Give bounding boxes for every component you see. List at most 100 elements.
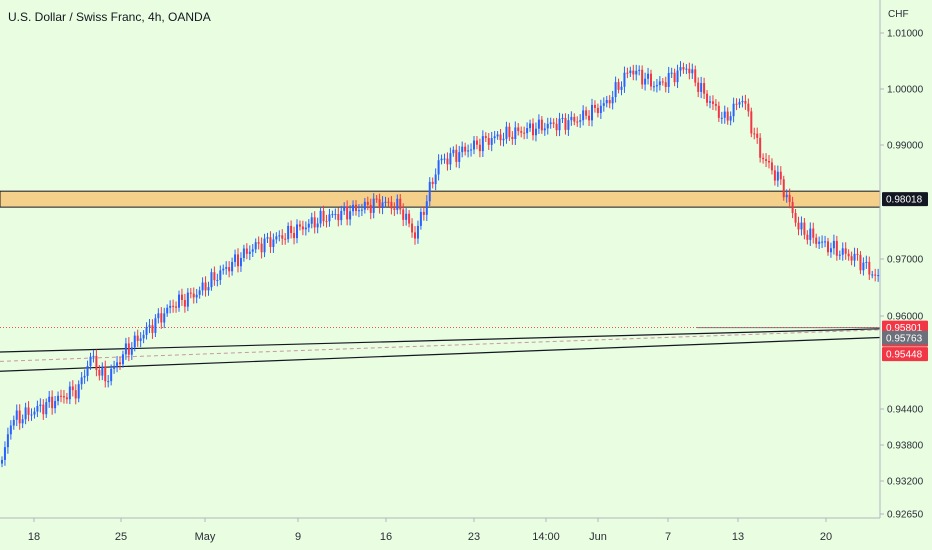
candle-body bbox=[293, 232, 296, 239]
candle-body bbox=[753, 133, 756, 135]
x-tick-label: 20 bbox=[820, 531, 832, 543]
candle-body bbox=[543, 128, 546, 131]
candle-body bbox=[585, 110, 588, 116]
candle-body bbox=[832, 240, 835, 249]
candle-body bbox=[254, 242, 257, 250]
candle-body bbox=[505, 126, 508, 139]
candle-body bbox=[549, 122, 552, 124]
candle-body bbox=[871, 274, 874, 276]
candle-body bbox=[408, 213, 411, 224]
candle-body bbox=[632, 70, 635, 75]
candle-body bbox=[732, 103, 735, 117]
candle-body bbox=[706, 93, 709, 103]
candle-body bbox=[21, 419, 24, 424]
candle-body bbox=[874, 274, 877, 276]
candle-body bbox=[322, 210, 325, 222]
y-tick-label: 0.93200 bbox=[887, 477, 924, 488]
candle-body bbox=[667, 73, 670, 87]
y-tick-label: 0.94400 bbox=[887, 405, 924, 416]
candle-body bbox=[835, 240, 838, 256]
candle-body bbox=[850, 256, 853, 261]
candle-body bbox=[198, 290, 201, 295]
candle-body bbox=[337, 214, 340, 221]
candle-body bbox=[207, 287, 210, 291]
candle-body bbox=[762, 157, 765, 160]
candle-body bbox=[473, 140, 475, 150]
candle-body bbox=[228, 267, 231, 272]
candle-body bbox=[635, 70, 638, 75]
candle-body bbox=[71, 386, 74, 391]
candle-body bbox=[458, 152, 461, 162]
candle-body bbox=[617, 82, 620, 90]
candle-body bbox=[655, 85, 658, 87]
candle-body bbox=[629, 70, 632, 74]
candle-body bbox=[650, 73, 652, 87]
x-tick-label: 7 bbox=[665, 531, 671, 543]
candle-body bbox=[529, 123, 532, 129]
candle-body bbox=[685, 68, 688, 70]
x-tick-label: 16 bbox=[380, 531, 392, 543]
candle-body bbox=[593, 104, 596, 108]
svg-text:0.95763: 0.95763 bbox=[886, 333, 923, 344]
x-tick-label: 9 bbox=[295, 531, 301, 543]
candle-body bbox=[540, 119, 543, 131]
candle-body bbox=[638, 69, 641, 71]
svg-text:0.95801: 0.95801 bbox=[886, 323, 923, 334]
candle-body bbox=[237, 254, 239, 267]
candle-body bbox=[92, 355, 95, 357]
candle-body bbox=[30, 414, 33, 416]
candle-body bbox=[95, 355, 98, 370]
candle-body bbox=[791, 201, 794, 213]
candle-body bbox=[298, 224, 301, 227]
candle-body bbox=[605, 100, 608, 104]
candle-body bbox=[561, 117, 564, 119]
candle-body bbox=[104, 366, 107, 382]
candle-body bbox=[124, 343, 127, 355]
x-tick-label: 18 bbox=[28, 531, 40, 543]
candle-body bbox=[723, 111, 726, 118]
candle-body bbox=[393, 208, 396, 210]
candle-body bbox=[284, 238, 287, 240]
candle-body bbox=[717, 105, 720, 118]
candle-body bbox=[378, 199, 381, 208]
candle-body bbox=[234, 254, 237, 262]
candle-body bbox=[431, 181, 434, 185]
candle-body bbox=[163, 313, 166, 323]
candle-body bbox=[9, 425, 12, 435]
candle-body bbox=[39, 404, 42, 406]
candle-body bbox=[278, 235, 281, 237]
candle-body bbox=[139, 338, 142, 341]
candle-body bbox=[136, 335, 139, 341]
candle-body bbox=[101, 366, 104, 376]
candle-body bbox=[68, 386, 71, 400]
candle-body bbox=[86, 366, 89, 376]
candle-body bbox=[514, 127, 517, 139]
candle-body bbox=[331, 214, 334, 216]
candle-body bbox=[847, 253, 850, 257]
candle-body bbox=[328, 214, 331, 222]
candle-body bbox=[738, 102, 741, 105]
y-tick-label: 0.93800 bbox=[887, 441, 924, 452]
candle-body bbox=[859, 254, 862, 271]
candle-body bbox=[496, 134, 499, 137]
candle-body bbox=[251, 249, 254, 252]
candle-body bbox=[537, 119, 540, 129]
price-axis-currency: CHF bbox=[888, 9, 909, 20]
candle-body bbox=[726, 111, 729, 121]
candle-body bbox=[691, 69, 694, 74]
candle-body bbox=[623, 72, 626, 87]
candle-body bbox=[15, 410, 18, 420]
candle-body bbox=[160, 313, 163, 323]
y-tick-label: 1.00000 bbox=[887, 85, 924, 96]
candle-body bbox=[6, 434, 9, 448]
candle-body bbox=[51, 396, 54, 409]
candle-body bbox=[779, 171, 782, 180]
candle-body bbox=[750, 111, 753, 134]
candle-body bbox=[189, 292, 192, 294]
candle-body bbox=[794, 212, 797, 223]
candle-body bbox=[116, 362, 119, 366]
candle-body bbox=[511, 136, 514, 139]
candle-body bbox=[213, 272, 216, 281]
